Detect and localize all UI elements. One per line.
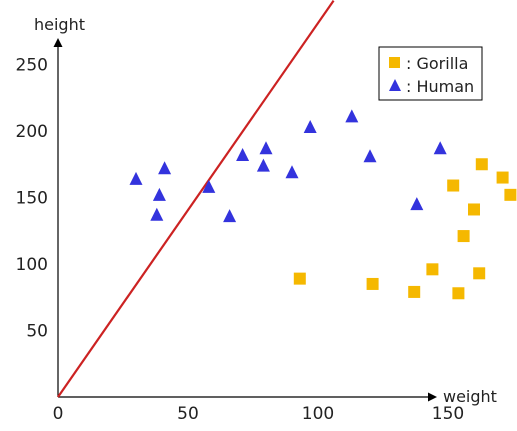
gorilla-point (426, 263, 439, 276)
human-point (158, 161, 172, 175)
decision-boundary (57, 0, 335, 398)
legend-human-marker (389, 79, 401, 91)
gorilla-point (473, 267, 486, 280)
gorilla-point (457, 230, 470, 243)
human-point (152, 187, 166, 201)
gorilla-point (468, 203, 480, 216)
axes: weight height (34, 15, 497, 406)
y-tick-label: 100 (16, 255, 48, 275)
legend-gorilla-label: : Gorilla (406, 54, 468, 73)
x-tick-label: 50 (177, 404, 199, 424)
human-point (202, 179, 216, 193)
gorilla-point (475, 158, 488, 171)
gorilla-point (447, 179, 460, 192)
human-point (256, 158, 270, 172)
human-point (285, 165, 299, 179)
x-axis-arrow (428, 392, 437, 402)
legend-box (378, 46, 483, 101)
y-axis-arrow (53, 38, 63, 47)
y-tick-label: 50 (26, 322, 48, 342)
x-tick-label: 150 (432, 404, 464, 424)
separator-line (57, 0, 335, 398)
y-axis-label: height (34, 15, 85, 34)
human-point (363, 149, 377, 163)
human-point (223, 209, 237, 223)
human-point (150, 207, 164, 221)
gorilla-point (452, 287, 465, 300)
human-point (129, 171, 143, 185)
human-point (410, 197, 424, 211)
x-tick-label: 0 (53, 404, 64, 424)
x-tick-label: 100 (302, 404, 334, 424)
gorilla-point (504, 188, 517, 201)
legend-gorilla-marker (389, 57, 400, 68)
human-point (303, 120, 317, 134)
legend: : Gorilla : Human (378, 46, 483, 101)
y-tick-label: 200 (16, 122, 48, 142)
gorilla-point (366, 277, 379, 290)
x-axis-label: weight (443, 387, 497, 406)
data-points (129, 109, 517, 300)
human-point (433, 141, 447, 155)
y-tick-label: 150 (16, 189, 48, 209)
human-point (259, 141, 273, 155)
legend-human-label: : Human (406, 77, 474, 96)
human-point (236, 147, 250, 161)
human-point (345, 109, 359, 123)
gorilla-point (408, 285, 421, 298)
tick-labels: 05010015020025050100150200250 (16, 56, 465, 425)
gorilla-point (496, 171, 509, 184)
y-tick-label: 250 (16, 56, 48, 76)
gorilla-point (293, 272, 306, 285)
